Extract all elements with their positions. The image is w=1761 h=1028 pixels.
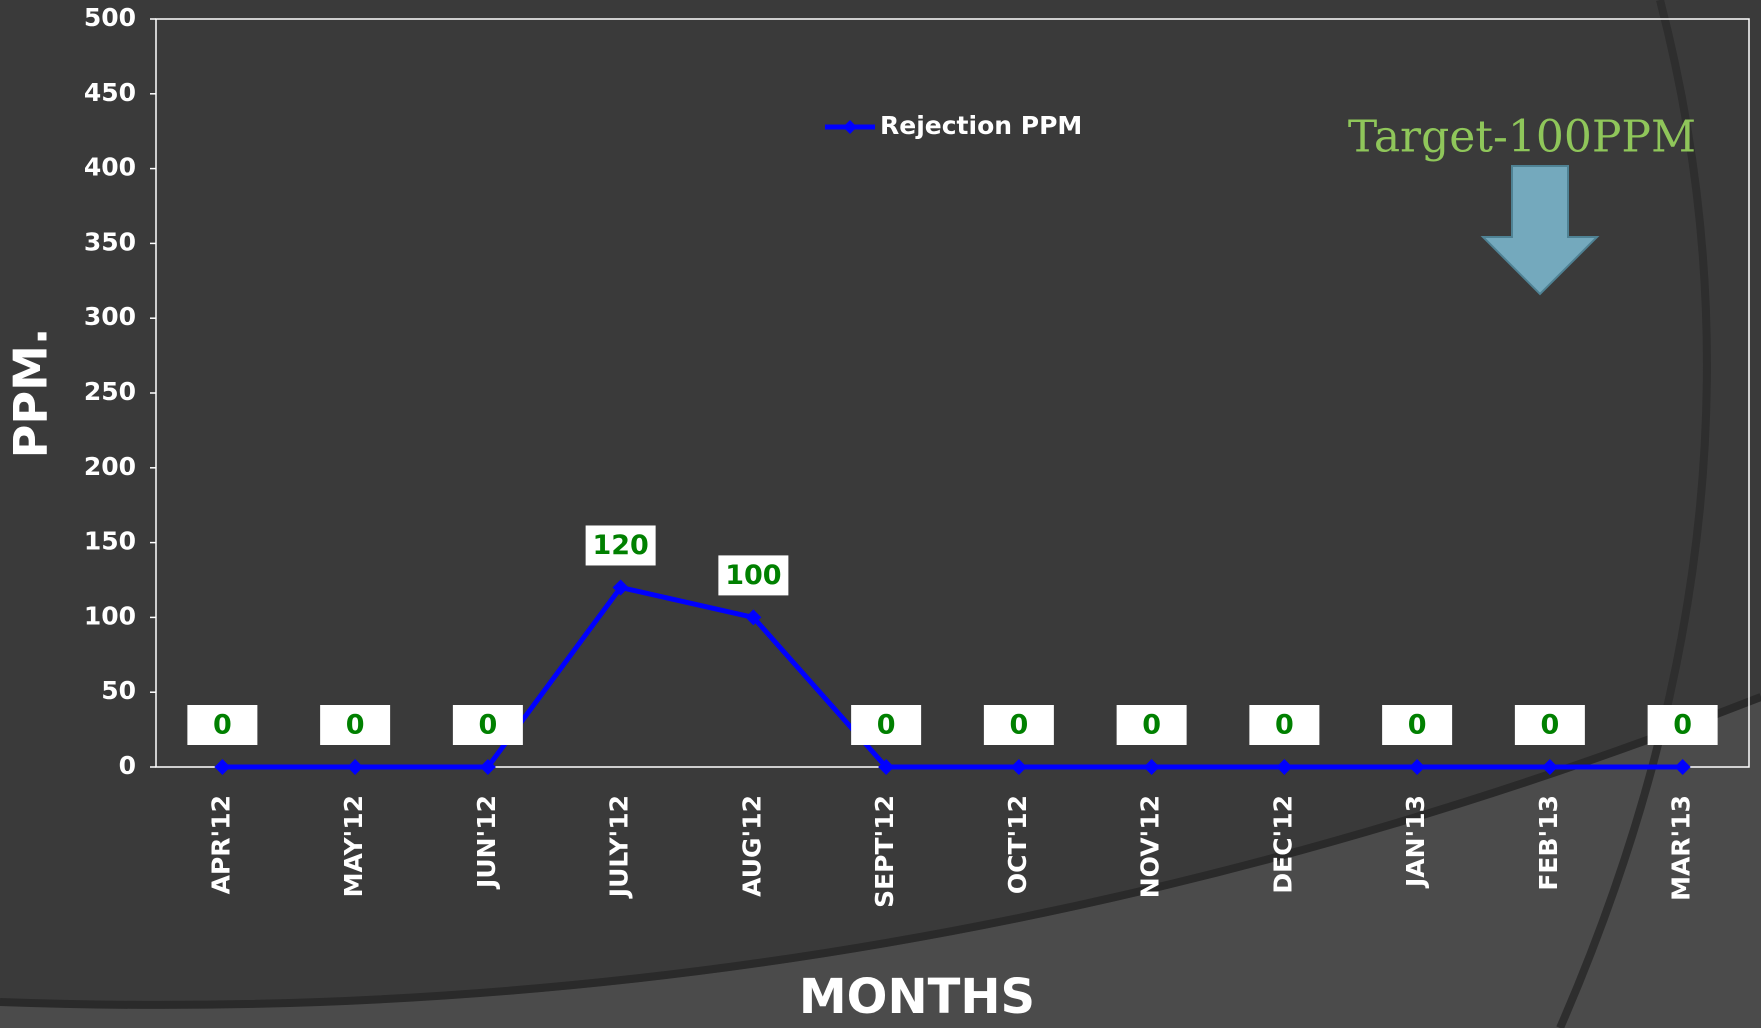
- data-label: 0: [1142, 710, 1161, 741]
- data-label-box: [1647, 705, 1718, 745]
- data-label-box: [1116, 705, 1187, 745]
- data-label: 100: [725, 560, 781, 591]
- x-tick-label: MAR'13: [1667, 795, 1696, 901]
- marker: [1010, 759, 1027, 775]
- x-tick-label: SEPT'12: [870, 795, 899, 908]
- data-label: 0: [1275, 710, 1294, 741]
- x-tick-label: APR'12: [206, 795, 235, 894]
- line: [222, 584, 1683, 770]
- x-axis-label: MONTHS: [799, 969, 1035, 1025]
- data-label-box: [585, 525, 656, 566]
- marker: [745, 609, 762, 626]
- y-tick-label: 50: [101, 676, 136, 705]
- data-label-box: [718, 555, 789, 596]
- x-tick-label: MAY'12: [339, 795, 368, 897]
- legend-marker: [843, 120, 857, 134]
- marker: [1541, 759, 1558, 775]
- marker: [214, 759, 231, 775]
- data-label-box: [452, 705, 523, 745]
- data-label: 0: [1673, 710, 1692, 741]
- y-axis-label: PPM.: [4, 328, 58, 459]
- marker: [479, 759, 496, 775]
- annotation: Target-100PPM: [1348, 112, 1696, 163]
- target-arrow: [1480, 165, 1600, 296]
- data-label-box: [1514, 705, 1585, 745]
- y-tick-label: 150: [84, 527, 136, 556]
- x-tick-label: JUN'12: [472, 795, 501, 890]
- y-tick-label: 250: [84, 377, 136, 406]
- marker: [1276, 759, 1293, 775]
- y-tick-label: 500: [84, 3, 136, 32]
- data-label: 0: [1540, 710, 1559, 741]
- y-tick-label: 200: [84, 452, 136, 481]
- data-label-box: [1249, 705, 1320, 745]
- data-label-box: [320, 705, 391, 745]
- data-label-box: [187, 705, 258, 745]
- data-label: 0: [877, 710, 896, 741]
- data-label-box: [983, 705, 1054, 745]
- marker: [1409, 759, 1426, 775]
- marker: [612, 579, 629, 596]
- data-label: 0: [346, 710, 365, 741]
- data-label-box: [851, 705, 922, 745]
- decor-arc: [1556, 0, 1711, 1028]
- data-label: 120: [592, 530, 648, 561]
- y-tick-label: 0: [119, 751, 136, 780]
- legend-label: Rejection PPM: [880, 111, 1082, 140]
- x-tick-label: DEC'12: [1268, 795, 1297, 894]
- y-tick-label: 300: [84, 302, 136, 331]
- marker: [1674, 759, 1691, 775]
- data-label-box: [1382, 705, 1453, 745]
- x-tick-label: JULY'12: [605, 795, 634, 899]
- y-tick-label: 100: [84, 601, 136, 630]
- data-label: 0: [1009, 710, 1028, 741]
- decor-band: [0, 700, 1761, 1028]
- x-tick-label: AUG'12: [737, 795, 766, 897]
- decor-arc: [0, 693, 1761, 1009]
- data-label: 0: [478, 710, 497, 741]
- data-label: 0: [1408, 710, 1427, 741]
- y-tick-label: 400: [84, 153, 136, 182]
- y-tick-label: 450: [84, 78, 136, 107]
- marker: [347, 759, 364, 775]
- y-tick-label: 350: [84, 227, 136, 256]
- x-tick-label: JAN'13: [1401, 795, 1430, 889]
- data-label: 0: [213, 710, 232, 741]
- x-tick-label: FEB'13: [1534, 795, 1563, 891]
- x-tick-label: OCT'12: [1003, 795, 1032, 894]
- marker: [878, 759, 895, 775]
- marker: [1143, 759, 1160, 775]
- x-tick-label: NOV'12: [1136, 795, 1165, 898]
